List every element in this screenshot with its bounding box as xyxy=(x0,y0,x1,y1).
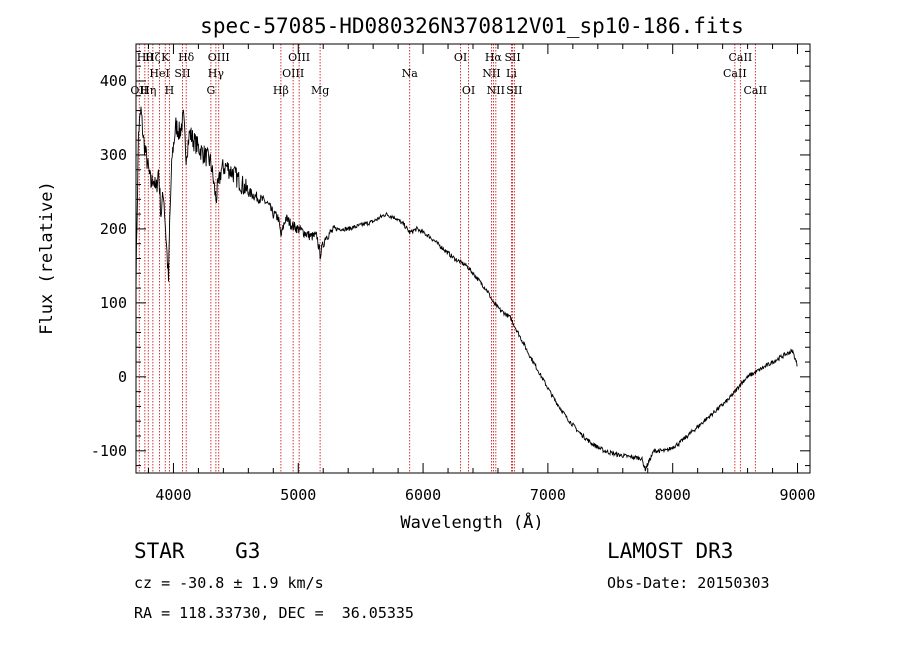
y-tick-label: 100 xyxy=(100,294,127,312)
spectral-line-label: NII xyxy=(487,84,505,97)
object-class: STAR G3 xyxy=(134,539,261,563)
spectral-line-label: Hα xyxy=(485,51,503,64)
y-tick-label: 400 xyxy=(100,72,127,90)
spectral-line-label: OI xyxy=(462,84,475,97)
spectral-line-label: CaII xyxy=(723,67,747,80)
spectral-line-markers xyxy=(138,44,756,473)
spectral-line-label: Na xyxy=(402,67,419,80)
y-tick-label: 0 xyxy=(118,368,127,386)
spectral-line-label: G xyxy=(206,84,215,97)
redshift-velocity: cz = -30.8 ± 1.9 km/s xyxy=(134,574,324,592)
x-tick-label: 8000 xyxy=(655,486,691,504)
spectral-line-label: SII xyxy=(174,67,190,80)
y-tick-label: 200 xyxy=(100,220,127,238)
spectral-line-label: Mg xyxy=(311,84,329,97)
spectral-line-label: CaII xyxy=(743,84,767,97)
coordinates: RA = 118.33730, DEC = 36.05335 xyxy=(134,604,414,622)
flux-series xyxy=(135,106,798,472)
spectral-line-label: OI xyxy=(454,51,467,64)
spectral-line-label: NII xyxy=(482,67,500,80)
y-tick-label: 300 xyxy=(100,146,127,164)
x-tick-label: 9000 xyxy=(779,486,815,504)
spectral-line-label: K xyxy=(161,51,170,64)
spectral-line-label: HeI xyxy=(149,67,169,80)
spectral-line-label: OII xyxy=(130,84,148,97)
spectral-line-label: Li xyxy=(506,67,517,80)
spectral-line-label: OIII xyxy=(208,51,230,64)
y-axis-label: Flux (relative) xyxy=(37,181,57,335)
spectral-line-label: OIII xyxy=(282,67,304,80)
spectral-line-label: Hη xyxy=(140,84,156,97)
spectral-line-label: OIII xyxy=(288,51,310,64)
flux-line xyxy=(135,106,798,472)
x-tick-label: 7000 xyxy=(530,486,566,504)
plot-frame xyxy=(135,43,811,474)
spectral-line-label: SII xyxy=(504,51,520,64)
spectral-line-label: Hθ xyxy=(137,51,154,64)
x-tick-label: 5000 xyxy=(280,486,316,504)
y-tick-label: -100 xyxy=(91,442,127,460)
chart-title: spec-57085-HD080326N370812V01_sp10-186.f… xyxy=(200,14,744,38)
spectral-line-labels: OII Hθ Hη Hζ HeI K H SII Hδ G Hγ OIII Hβ OIII OIII Mg Na… xyxy=(130,51,767,97)
survey-name: LAMOST DR3 xyxy=(607,539,734,563)
x-tick-label: 4000 xyxy=(155,486,191,504)
y-axis-ticks: -100 0 100 200 300 400 xyxy=(91,50,810,467)
spectral-line-label: CaII xyxy=(729,51,753,64)
spectral-line-label: Hδ xyxy=(178,51,195,64)
spectral-line-label: H xyxy=(165,84,175,97)
x-axis-label: Wavelength (Å) xyxy=(400,511,543,533)
x-axis-ticks: 4000 5000 6000 7000 8000 9000 xyxy=(147,44,816,504)
x-tick-label: 6000 xyxy=(405,486,441,504)
spectral-line-label: Hβ xyxy=(273,84,289,97)
observation-date: Obs-Date: 20150303 xyxy=(607,574,770,592)
spectral-line-label: Hγ xyxy=(208,67,225,80)
spectral-line-label: Hζ xyxy=(145,51,161,64)
spectral-line-label: SII xyxy=(506,84,522,97)
